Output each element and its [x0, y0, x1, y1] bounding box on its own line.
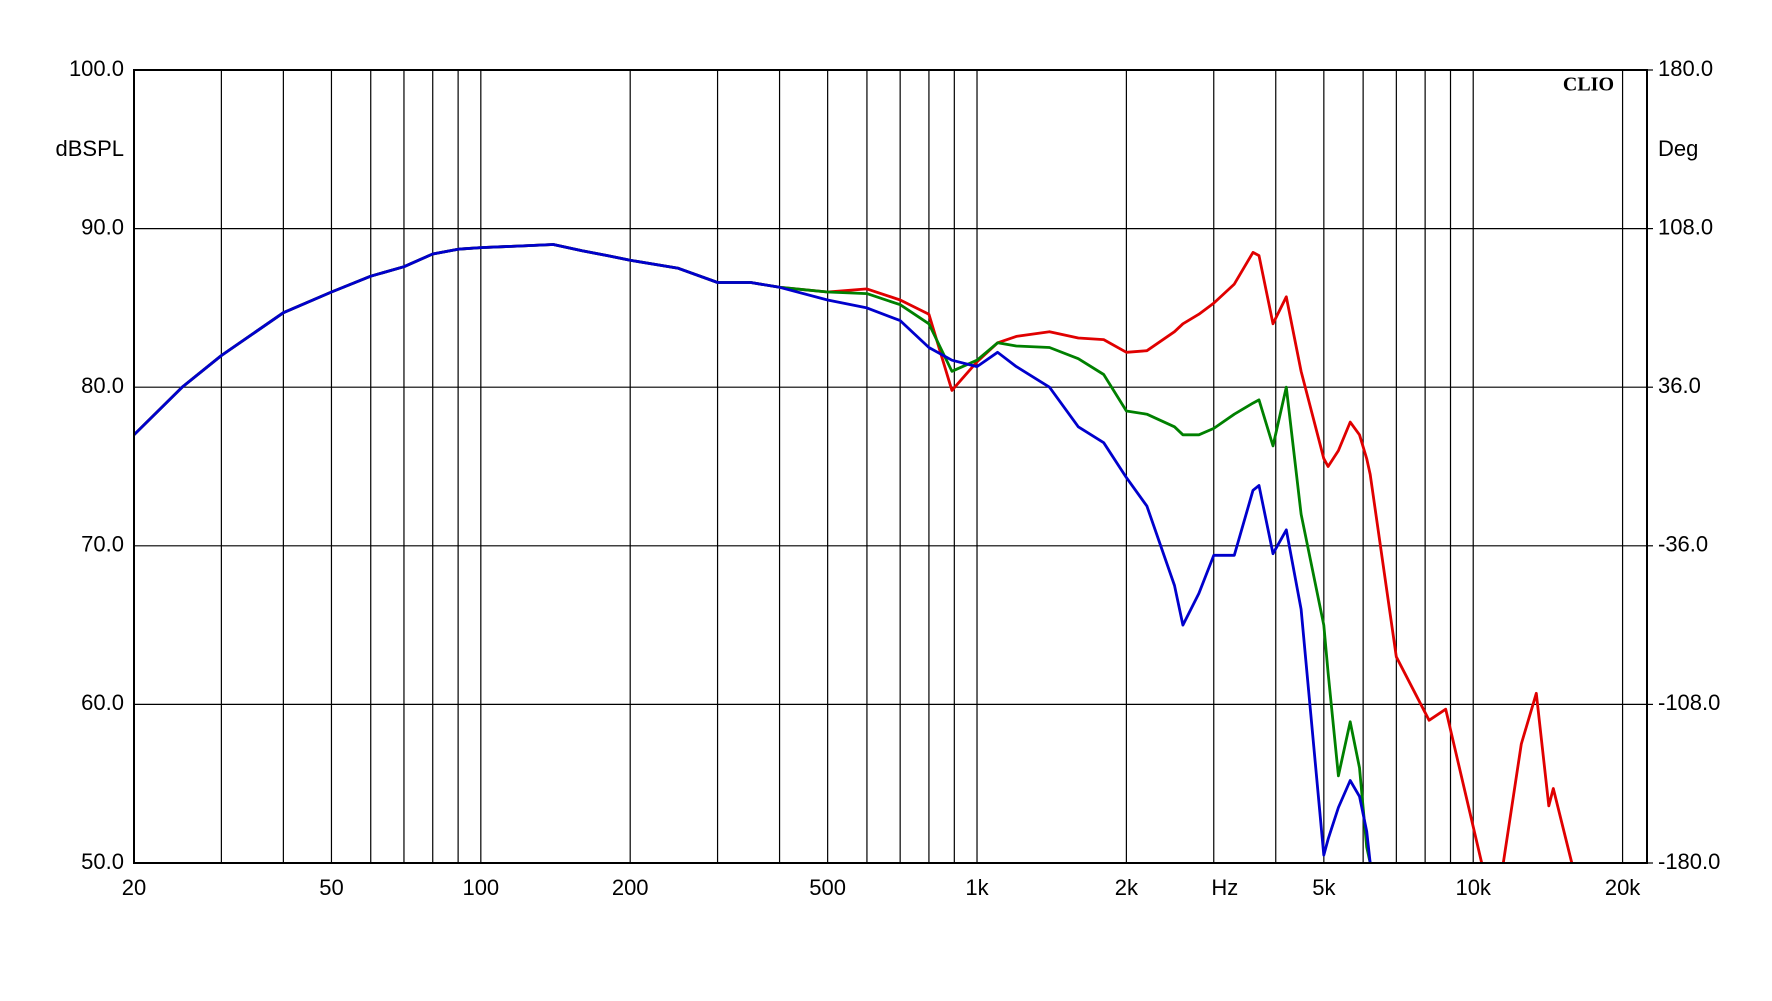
- series-line: [134, 243, 1372, 863]
- y-tick-label: 60.0: [81, 690, 124, 715]
- y2-tick-label: -180.0: [1658, 849, 1720, 874]
- brand-label: CLIO: [1563, 74, 1614, 96]
- y2-tick-label: 36.0: [1658, 373, 1701, 398]
- x-tick-label: 50: [319, 875, 343, 900]
- x-axis-label: Hz: [1211, 875, 1238, 900]
- x-tick-label: 500: [809, 875, 846, 900]
- y2-tick-label: 180.0: [1658, 56, 1713, 81]
- x-tick-label: 1k: [965, 875, 989, 900]
- tick-labels: 20 50 100 200 500 1k 2k 5k 10k 20k Hz 50.0 60.0 70.0 8…: [69, 56, 1720, 900]
- grid: [133, 69, 1653, 864]
- y-tick-label: 80.0: [81, 373, 124, 398]
- x-tick-label: 20k: [1605, 875, 1641, 900]
- y2-tick-label: -36.0: [1658, 532, 1708, 557]
- y-tick-label: 70.0: [81, 532, 124, 557]
- plot-frame: [133, 69, 1648, 864]
- y2-tick-label: -108.0: [1658, 690, 1720, 715]
- y2-tick-label: 108.0: [1658, 214, 1713, 239]
- y-tick-label: 100.0: [69, 56, 124, 81]
- plot-lines: [134, 243, 1574, 863]
- y-tick-label: 50.0: [81, 849, 124, 874]
- x-tick-label: 5k: [1312, 875, 1336, 900]
- y-axis-label: dBSPL: [56, 136, 125, 161]
- x-tick-label: 10k: [1455, 875, 1491, 900]
- y-tick-label: 90.0: [81, 214, 124, 239]
- x-tick-label: 2k: [1115, 875, 1139, 900]
- y2-axis-label: Deg: [1658, 136, 1698, 161]
- x-tick-label: 200: [612, 875, 649, 900]
- x-tick-label: 20: [122, 875, 146, 900]
- x-tick-label: 100: [462, 875, 499, 900]
